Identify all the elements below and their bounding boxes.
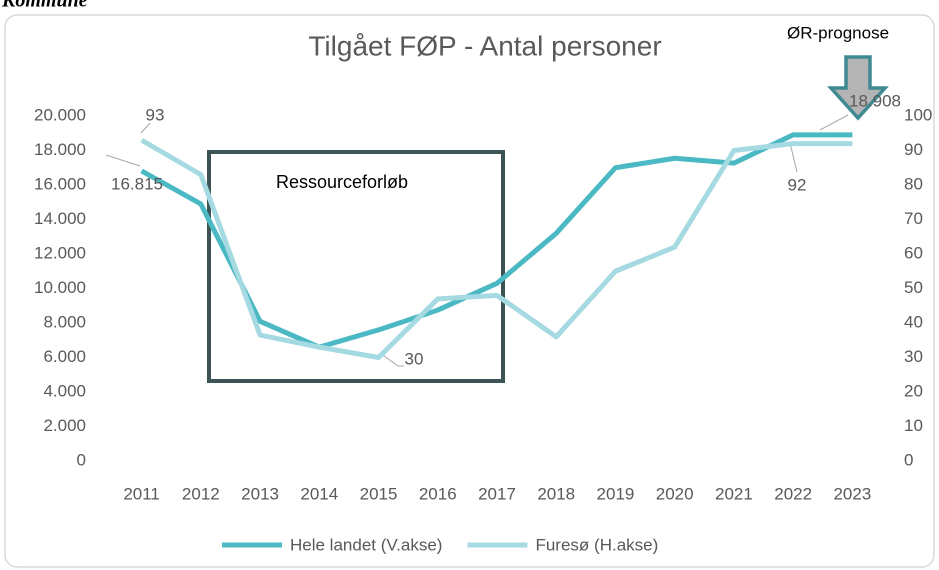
data-label: 92 (788, 175, 807, 194)
y-tick-label: 8.000 (43, 312, 86, 331)
leader-line (819, 114, 849, 131)
x-tick-label: 2022 (774, 484, 812, 503)
annotation-box (207, 150, 505, 383)
data-label: 93 (146, 105, 165, 124)
y2-tick-label: 40 (904, 312, 923, 331)
header: Kommune (1, 0, 88, 12)
chart-title: Tilgået FØP - Antal personer (308, 30, 661, 61)
y2-tick-label: 70 (904, 209, 923, 228)
y2-tick-label: 90 (904, 140, 923, 159)
y2-tick-label: 10 (904, 416, 923, 435)
x-tick-label: 2020 (656, 484, 694, 503)
y-tick-label: 20.000 (34, 105, 86, 124)
y-tick-label: 12.000 (34, 243, 86, 262)
annotation: ØR-prognose (787, 23, 889, 42)
y-tick-label: 4.000 (43, 381, 86, 400)
y-tick-label: 0 (77, 450, 86, 469)
data-label: 18.908 (849, 91, 901, 110)
y2-tick-label: 100 (904, 105, 932, 124)
y2-tick-label: 0 (904, 450, 913, 469)
leader-line (789, 142, 798, 173)
series-line (140, 137, 853, 360)
y-tick-label: 10.000 (34, 278, 86, 297)
y2-tick-label: 60 (904, 243, 923, 262)
y-tick-label: 16.000 (34, 174, 86, 193)
legend-label: Hele landet (V.akse) (290, 535, 442, 554)
y-tick-label: 2.000 (43, 416, 86, 435)
x-tick-label: 2018 (537, 484, 575, 503)
arrow (827, 55, 889, 121)
legend-label: Furesø (H.akse) (535, 535, 658, 554)
y2-tick-label: 80 (904, 174, 923, 193)
y2-tick-label: 30 (904, 347, 923, 366)
annotation: Ressourceforløb (276, 172, 408, 192)
y-tick-label: 14.000 (34, 209, 86, 228)
x-tick-label: 2013 (241, 484, 279, 503)
x-tick-label: 2017 (478, 484, 516, 503)
data-label: 30 (405, 349, 424, 368)
x-tick-label: 2019 (597, 484, 635, 503)
x-tick-label: 2014 (300, 484, 338, 503)
y-tick-label: 6.000 (43, 347, 86, 366)
x-tick-label: 2012 (182, 484, 220, 503)
series-line (140, 132, 853, 350)
y-tick-label: 18.000 (34, 140, 86, 159)
leader-line (140, 122, 151, 134)
x-tick-label: 2023 (833, 484, 871, 503)
leader-line (105, 154, 141, 167)
x-tick-label: 2021 (715, 484, 753, 503)
x-tick-label: 2011 (123, 484, 160, 503)
y2-tick-label: 20 (904, 381, 923, 400)
x-tick-label: 2016 (419, 484, 457, 503)
y2-tick-label: 50 (904, 278, 923, 297)
x-tick-label: 2015 (360, 484, 398, 503)
data-label: 16.815 (111, 174, 163, 193)
